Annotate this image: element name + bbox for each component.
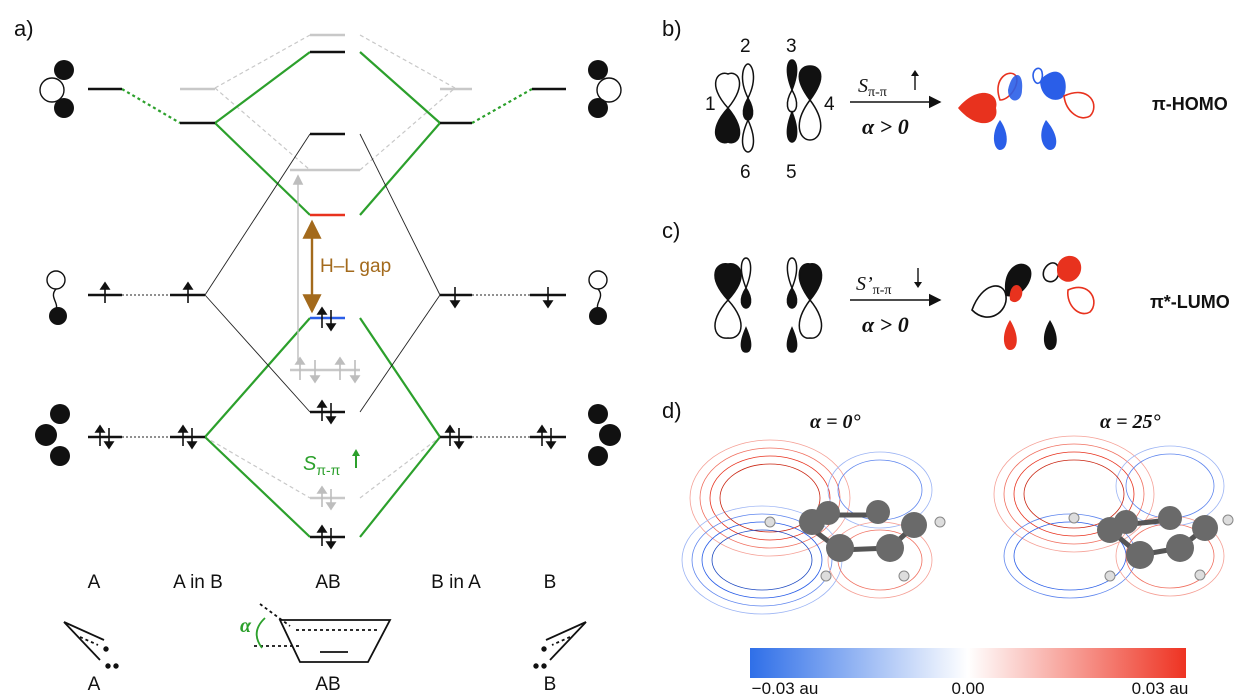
p-orbital-right-pair	[786, 59, 822, 143]
structure-ab	[254, 603, 392, 663]
orbital-pictogram-right-mid	[588, 270, 608, 325]
s-pi-pi-label: Sπ-π	[303, 453, 341, 478]
column-label-ab: AB	[315, 572, 340, 593]
colorbar	[750, 648, 1186, 678]
colorbar-min-label: −0.03 au	[752, 679, 819, 697]
black-connections	[122, 133, 530, 438]
atom-number-4: 4	[824, 94, 835, 115]
arrow-c-top-label: S’π-π	[856, 273, 891, 298]
atom-number-5: 5	[786, 162, 797, 183]
gray-dashed-lines	[204, 34, 456, 499]
structure-b	[533, 621, 587, 669]
structure-label-ab: AB	[315, 674, 340, 695]
hl-gap-label: H–L gap	[320, 256, 391, 277]
column-label-a: A	[88, 572, 101, 593]
orbital-pictogram-left-mid	[46, 270, 67, 325]
orbital-pictogram-left-top	[39, 60, 74, 118]
atom-number-6: 6	[740, 162, 751, 183]
panel-a: a)	[14, 16, 622, 695]
panel-b: b) 1 2 3 4 5 6 Sπ-π α > 0	[662, 16, 1228, 183]
p-orbital-left-pair	[714, 63, 755, 153]
green-connections	[121, 51, 533, 538]
panel-d-letter: d)	[662, 398, 682, 423]
atom-number-1: 1	[705, 94, 716, 115]
orbital-pictogram-right-bottom	[588, 404, 621, 466]
structure-a	[63, 621, 119, 669]
d-right-title: α = 25°	[1100, 411, 1160, 433]
panel-a-letter: a)	[14, 16, 34, 41]
arrow-b-bottom-label: α > 0	[862, 114, 909, 139]
arrow-b-top-label: Sπ-π	[858, 75, 887, 100]
homo-label: π-HOMO	[1152, 94, 1228, 114]
alpha-angle-label: α	[240, 615, 252, 637]
orbital-pictogram-left-bottom	[35, 404, 70, 466]
electron-arrows	[94, 281, 557, 550]
d-left-title: α = 0°	[810, 411, 860, 433]
structure-label-b: B	[544, 674, 557, 695]
c-orbital-left	[714, 257, 752, 353]
gray-electron-arrows	[292, 174, 361, 511]
lumo-label: π*-LUMO	[1150, 292, 1230, 312]
contour-map-left	[681, 439, 933, 615]
lumo-orbital-picture	[971, 255, 1095, 350]
colorbar-mid-label: 0.00	[951, 679, 984, 697]
energy-levels	[88, 33, 566, 539]
atom-number-2: 2	[740, 36, 751, 57]
structure-label-a: A	[88, 674, 101, 695]
arrow-c-bottom-label: α > 0	[862, 312, 909, 337]
panel-b-letter: b)	[662, 16, 682, 41]
orbital-pictogram-right-top	[588, 60, 622, 118]
arrow-b-up-indicator	[911, 70, 919, 90]
panel-d: d) α = 0° α = 25°	[662, 398, 1234, 697]
atom-number-3: 3	[786, 36, 797, 57]
c-orbital-right	[786, 257, 823, 353]
column-label-b: B	[544, 572, 557, 593]
panel-c-letter: c)	[662, 218, 680, 243]
arrow-c-down-indicator	[914, 268, 922, 288]
homo-orbital-picture	[958, 67, 1095, 150]
column-label-b-in-a: B in A	[431, 572, 481, 593]
molecule-right	[1068, 506, 1234, 582]
colorbar-max-label: 0.03 au	[1132, 679, 1189, 697]
s-pi-pi-up-arrow	[352, 449, 360, 468]
molecule-left	[764, 500, 946, 582]
column-label-a-in-b: A in B	[173, 572, 223, 593]
panel-c: c) S’π-π α > 0	[662, 218, 1230, 353]
